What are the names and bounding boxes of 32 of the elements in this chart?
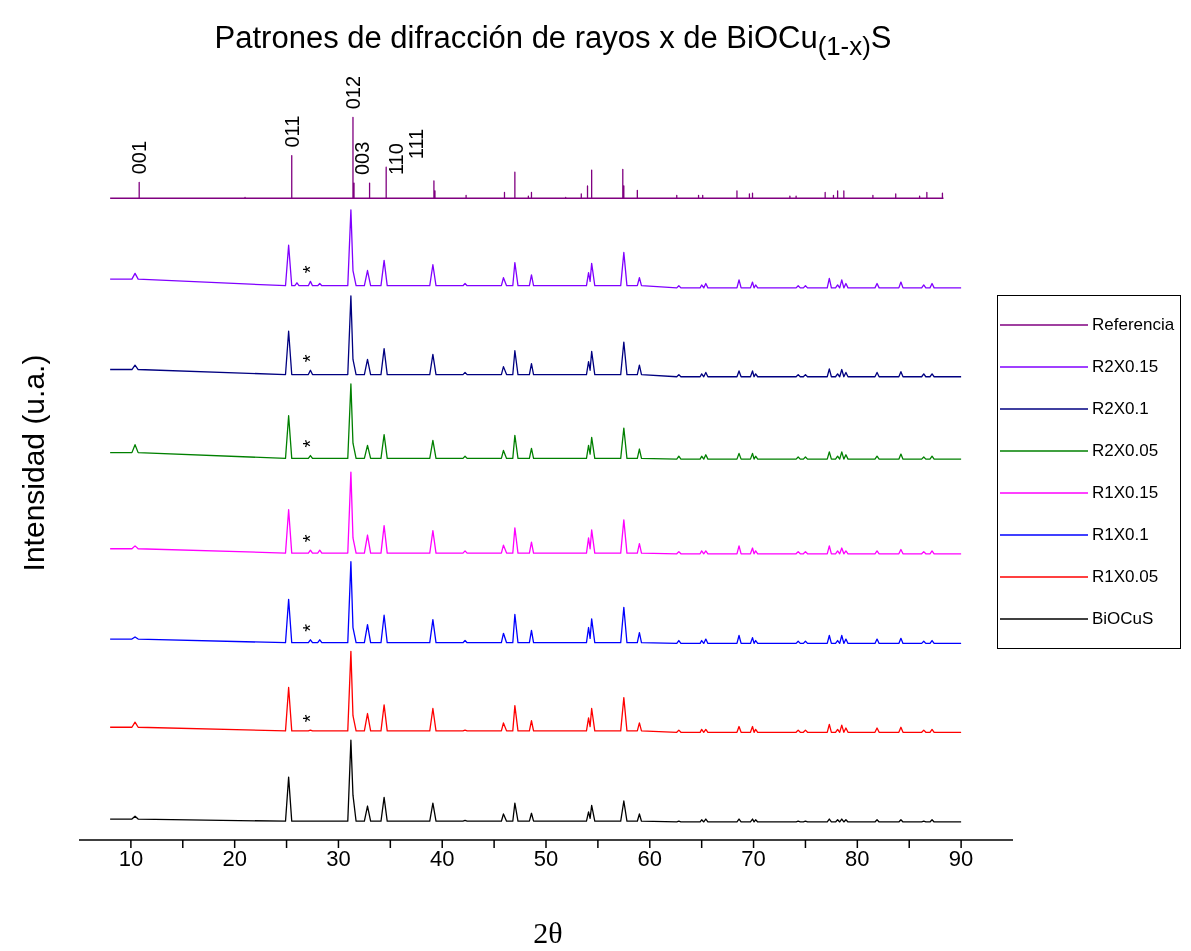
text: BiOCuS [1092, 609, 1154, 629]
x-tick-label: 30 [326, 845, 351, 871]
x-axis-title: 2θ [533, 916, 563, 950]
text: R2X0.1 [1092, 399, 1149, 419]
x-tick-label: 60 [637, 845, 663, 871]
annotation: 012 [341, 75, 364, 110]
annotation: 001 [128, 140, 151, 175]
text: Referencia [1092, 315, 1175, 335]
annotation: 110 [384, 143, 407, 176]
annotation: * [299, 623, 322, 632]
annotation: * [299, 439, 322, 448]
x-tick-label: 90 [948, 845, 974, 871]
x-tick-label: 40 [429, 845, 455, 871]
x-tick-label: 80 [845, 845, 870, 871]
annotation: * [299, 354, 322, 363]
annotation: * [299, 265, 322, 274]
x-tick-label: 10 [118, 845, 144, 871]
annotation: 111 [405, 128, 428, 160]
annotation: 003 [351, 141, 374, 176]
x-tick-label: 70 [741, 845, 766, 871]
text: R1X0.05 [1092, 567, 1159, 587]
y-axis-title: Intensidad (u.a.) [17, 354, 51, 572]
x-tick-label: 20 [222, 845, 247, 871]
chart-title: Patrones de difracción de rayos x de BiOCu$_{(1-x)}$S [213, 20, 893, 62]
annotation: 011 [280, 115, 303, 148]
text: R2X0.05 [1092, 441, 1159, 461]
x-tick-label: 50 [533, 845, 559, 871]
text: R2X0.15 [1092, 357, 1159, 377]
text: R1X0.15 [1092, 483, 1159, 503]
annotation: * [299, 714, 322, 723]
text: R1X0.1 [1092, 525, 1149, 545]
annotation: * [299, 534, 322, 543]
